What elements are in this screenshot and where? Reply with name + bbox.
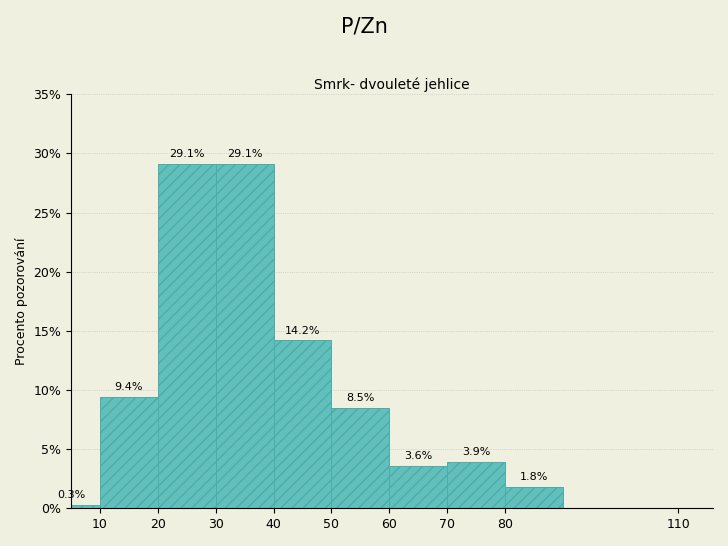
Bar	[42, 505, 100, 508]
Text: P/Zn: P/Zn	[341, 16, 387, 37]
Text: 29.1%: 29.1%	[169, 150, 205, 159]
Bar	[447, 462, 505, 508]
Bar	[158, 164, 215, 508]
Bar	[100, 397, 158, 508]
Text: 3.9%: 3.9%	[462, 447, 490, 458]
Bar	[274, 340, 331, 508]
Text: 3.6%: 3.6%	[404, 451, 432, 461]
Y-axis label: Procento pozorování: Procento pozorování	[15, 238, 28, 365]
Text: 9.4%: 9.4%	[115, 382, 143, 393]
Text: 29.1%: 29.1%	[227, 150, 262, 159]
Bar	[505, 487, 563, 508]
Bar	[389, 466, 447, 508]
Title: Smrk- dvouleté jehlice: Smrk- dvouleté jehlice	[314, 78, 470, 92]
Bar	[331, 408, 389, 508]
Text: 0.3%: 0.3%	[57, 490, 85, 500]
Text: 1.8%: 1.8%	[520, 472, 548, 482]
Bar	[215, 164, 274, 508]
Text: 8.5%: 8.5%	[346, 393, 374, 403]
Text: 14.2%: 14.2%	[285, 325, 320, 336]
